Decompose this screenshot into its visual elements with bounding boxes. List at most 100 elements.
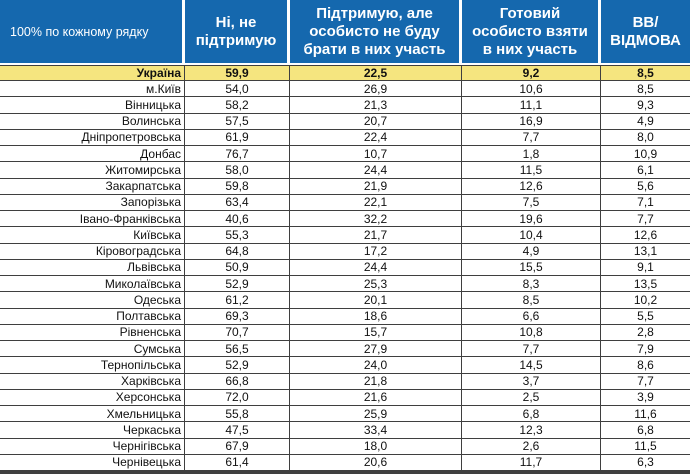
region-label: Дніпропетровська — [0, 129, 185, 145]
column-header-support-no-participate: Підтримую, але особисто не буду брати в … — [290, 0, 462, 63]
table-row: Хмельницька 55,8 25,9 6,8 11,6 — [0, 406, 690, 423]
table-row: Миколаївська 52,9 25,3 8,3 13,5 — [0, 276, 690, 293]
value-cell: 4,9 — [637, 114, 654, 129]
table-row: Івано-Франківська 40,6 32,2 19,6 7,7 — [0, 211, 690, 228]
table-row: м.Київ 54,0 26,9 10,6 8,5 — [0, 81, 690, 98]
region-label: Київська — [0, 227, 185, 243]
region-label: Донбас — [0, 146, 185, 162]
value-cell: 21,6 — [290, 389, 462, 405]
value-cell: 10,4 — [462, 227, 601, 243]
value-cell: 9,2 — [462, 66, 601, 80]
value-cell: 61,4 — [185, 454, 290, 470]
region-label: Рівненська — [0, 324, 185, 340]
value-cell: 47,5 — [185, 422, 290, 438]
value-cell: 5,5 — [637, 309, 654, 324]
value-cell: 17,2 — [290, 243, 462, 259]
region-label: Одеська — [0, 292, 185, 308]
table-row: Чернівецька 61,4 20,6 11,7 6,3 — [0, 454, 690, 471]
table-row: Житомирська 58,0 24,4 11,5 6,1 — [0, 162, 690, 179]
table-row: Тернопільська 52,9 24,0 14,5 8,6 — [0, 357, 690, 374]
value-cell: 21,7 — [290, 227, 462, 243]
value-cell: 63,4 — [185, 194, 290, 210]
value-cell: 8,5 — [637, 66, 654, 80]
value-cell: 12,6 — [633, 227, 658, 242]
region-label: Волинська — [0, 113, 185, 129]
value-cell: 24,4 — [290, 259, 462, 275]
table-row: Вінницька 58,2 21,3 11,1 9,3 — [0, 97, 690, 114]
region-label: м.Київ — [0, 81, 185, 97]
value-cell: 11,7 — [462, 454, 601, 470]
region-label: Харківська — [0, 373, 185, 389]
value-cell: 7,7 — [462, 341, 601, 357]
value-cell: 50,9 — [185, 259, 290, 275]
table-row: Сумська 56,5 27,9 7,7 7,9 — [0, 341, 690, 358]
value-cell: 61,2 — [185, 292, 290, 308]
value-cell: 20,1 — [290, 292, 462, 308]
value-cell: 5,6 — [637, 179, 654, 194]
value-cell: 58,2 — [185, 97, 290, 113]
value-cell: 13,1 — [633, 244, 658, 259]
region-label: Сумська — [0, 341, 185, 357]
value-cell: 16,9 — [462, 113, 601, 129]
region-label: Полтавська — [0, 308, 185, 324]
table-row: Донбас 76,7 10,7 1,8 10,9 — [0, 146, 690, 163]
table-row: Харківська 66,8 21,8 3,7 7,7 — [0, 373, 690, 390]
value-cell: 7,1 — [637, 195, 654, 210]
value-cell: 22,4 — [290, 129, 462, 145]
value-cell: 7,9 — [637, 341, 654, 356]
value-cell: 21,3 — [290, 97, 462, 113]
value-cell: 2,5 — [462, 389, 601, 405]
value-cell: 18,6 — [290, 308, 462, 324]
value-cell: 21,9 — [290, 178, 462, 194]
value-cell: 25,3 — [290, 276, 462, 292]
value-cell: 8,3 — [462, 276, 601, 292]
value-cell: 33,4 — [290, 422, 462, 438]
region-label: Житомирська — [0, 162, 185, 178]
value-cell: 10,8 — [462, 324, 601, 340]
value-cell: 14,5 — [462, 357, 601, 373]
value-cell: 4,9 — [462, 243, 601, 259]
value-cell: 66,8 — [185, 373, 290, 389]
value-cell: 61,9 — [185, 129, 290, 145]
value-cell: 8,5 — [637, 81, 654, 96]
value-cell: 56,5 — [185, 341, 290, 357]
value-cell: 52,9 — [185, 357, 290, 373]
value-cell: 7,5 — [462, 194, 601, 210]
value-cell: 11,5 — [462, 162, 601, 178]
value-cell: 13,5 — [633, 276, 658, 291]
region-label: Львівська — [0, 259, 185, 275]
region-label: Черкаська — [0, 422, 185, 438]
value-cell: 18,0 — [290, 438, 462, 454]
corner-label: 100% по кожному рядку — [0, 0, 185, 63]
region-label: Хмельницька — [0, 406, 185, 422]
table-row: Полтавська 69,3 18,6 6,6 5,5 — [0, 308, 690, 325]
table-row: Львівська 50,9 24,4 15,5 9,1 — [0, 259, 690, 276]
value-cell: 52,9 — [185, 276, 290, 292]
value-cell: 20,6 — [290, 454, 462, 470]
region-label: Івано-Франківська — [0, 211, 185, 227]
value-cell: 10,6 — [462, 81, 601, 97]
value-cell: 59,9 — [185, 66, 290, 80]
value-cell: 3,9 — [637, 390, 654, 405]
value-cell: 10,2 — [633, 292, 658, 307]
region-label: Кіровоградська — [0, 243, 185, 259]
table-row: Україна 59,9 22,5 9,2 8,5 — [0, 65, 690, 81]
value-cell: 58,0 — [185, 162, 290, 178]
region-label: Чернігівська — [0, 438, 185, 454]
value-cell: 8,5 — [462, 292, 601, 308]
value-cell: 7,7 — [637, 211, 654, 226]
value-cell: 3,7 — [462, 373, 601, 389]
table-row: Одеська 61,2 20,1 8,5 10,2 — [0, 292, 690, 309]
value-cell: 55,3 — [185, 227, 290, 243]
value-cell: 8,0 — [637, 130, 654, 145]
value-cell: 24,4 — [290, 162, 462, 178]
region-label: Запорізька — [0, 194, 185, 210]
value-cell: 72,0 — [185, 389, 290, 405]
value-cell: 21,8 — [290, 373, 462, 389]
value-cell: 40,6 — [185, 211, 290, 227]
column-header-refused: ВВ/ ВІДМОВА — [601, 0, 690, 63]
value-cell: 1,8 — [462, 146, 601, 162]
value-cell: 32,2 — [290, 211, 462, 227]
value-cell: 6,8 — [637, 422, 654, 437]
table-row: Кіровоградська 64,8 17,2 4,9 13,1 — [0, 243, 690, 260]
